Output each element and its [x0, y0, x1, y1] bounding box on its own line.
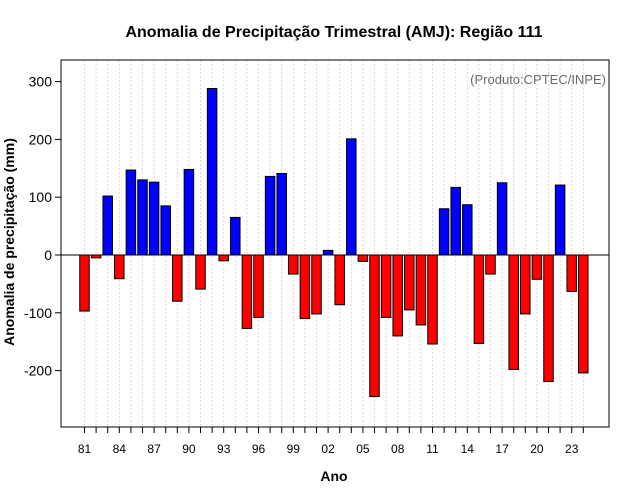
x-axis-title: Ano	[320, 468, 347, 484]
y-tick-label: 100	[29, 189, 53, 205]
bar-2005	[357, 254, 369, 262]
plot-frame	[60, 59, 610, 428]
x-tick-label: 14	[461, 442, 475, 456]
bar-1996	[253, 254, 264, 318]
bar-2003	[334, 254, 345, 306]
bar-2002	[322, 249, 334, 256]
x-tick-label: 81	[78, 442, 92, 456]
x-tick-label: 02	[321, 442, 335, 456]
chart-title: Anomalia de Precipitação Trimestral (AMJ…	[125, 24, 542, 41]
bar-2000	[299, 254, 311, 320]
bar-1997	[264, 175, 276, 256]
y-tick-label: 0	[44, 247, 52, 263]
x-tick-label: 17	[495, 442, 509, 456]
bar-1990	[183, 168, 195, 256]
x-tick-label: 96	[252, 442, 266, 456]
y-tick-label: 200	[29, 131, 53, 147]
credit-text: (Produto:CPTEC/INPE)	[470, 72, 606, 87]
bar-2014	[462, 204, 473, 256]
bar-2017	[496, 182, 508, 256]
bar-1987	[148, 181, 160, 256]
bar-2019	[520, 254, 531, 315]
bar-2023	[566, 254, 577, 292]
bar-2022	[554, 184, 566, 256]
bar-1995	[241, 254, 253, 329]
bar-1983	[102, 195, 113, 256]
bar-1998	[276, 173, 287, 256]
bar-1989	[172, 254, 183, 302]
x-axis: 81 84 87 90 93 96 99 02 05 08 11 14 17 20 23	[78, 427, 584, 456]
bar-2024	[578, 254, 589, 374]
bars-group	[79, 88, 589, 398]
bar-2006	[369, 254, 380, 398]
bar-2015	[473, 254, 485, 344]
bar-2018	[508, 254, 519, 370]
bar-2009	[404, 254, 415, 311]
x-tick-label: 08	[391, 442, 405, 456]
bar-1985	[125, 169, 137, 256]
x-tick-label: 90	[182, 442, 196, 456]
y-axis-title: Anomalia de precipitação (mm)	[1, 138, 17, 346]
bar-2013	[450, 186, 461, 256]
x-tick-label: 20	[530, 442, 544, 456]
bar-1991	[195, 254, 206, 290]
bar-1993	[218, 254, 229, 262]
bar-2021	[543, 254, 554, 383]
x-tick-label: 05	[356, 442, 370, 456]
bar-2001	[311, 254, 322, 315]
grid-lines	[84, 60, 584, 427]
bar-1999	[288, 254, 299, 275]
y-tick-label: 300	[29, 74, 53, 90]
bar-2011	[427, 254, 438, 345]
y-tick-label: -200	[24, 363, 52, 379]
x-tick-label: 93	[217, 442, 231, 456]
y-tick-label: -100	[24, 305, 52, 321]
bar-1992	[206, 88, 218, 256]
x-tick-label: 84	[113, 442, 127, 456]
bar-1986	[137, 179, 148, 256]
bar-2020	[531, 254, 543, 280]
bar-1994	[230, 216, 241, 256]
x-tick-label: 23	[565, 442, 579, 456]
y-axis: -200 -100 0 100 200 300	[24, 74, 61, 379]
bar-2012	[438, 208, 450, 256]
bar-2008	[392, 254, 403, 337]
x-tick-label: 99	[287, 442, 301, 456]
bar-1988	[160, 205, 171, 256]
bar-2004	[346, 138, 357, 256]
x-tick-label: 11	[426, 442, 439, 456]
x-tick-label: 87	[147, 442, 161, 456]
bar-1981	[79, 254, 90, 312]
bar-1984	[114, 254, 125, 280]
bar-2010	[415, 254, 427, 326]
bar-2016	[485, 254, 496, 275]
bar-2007	[380, 254, 392, 318]
